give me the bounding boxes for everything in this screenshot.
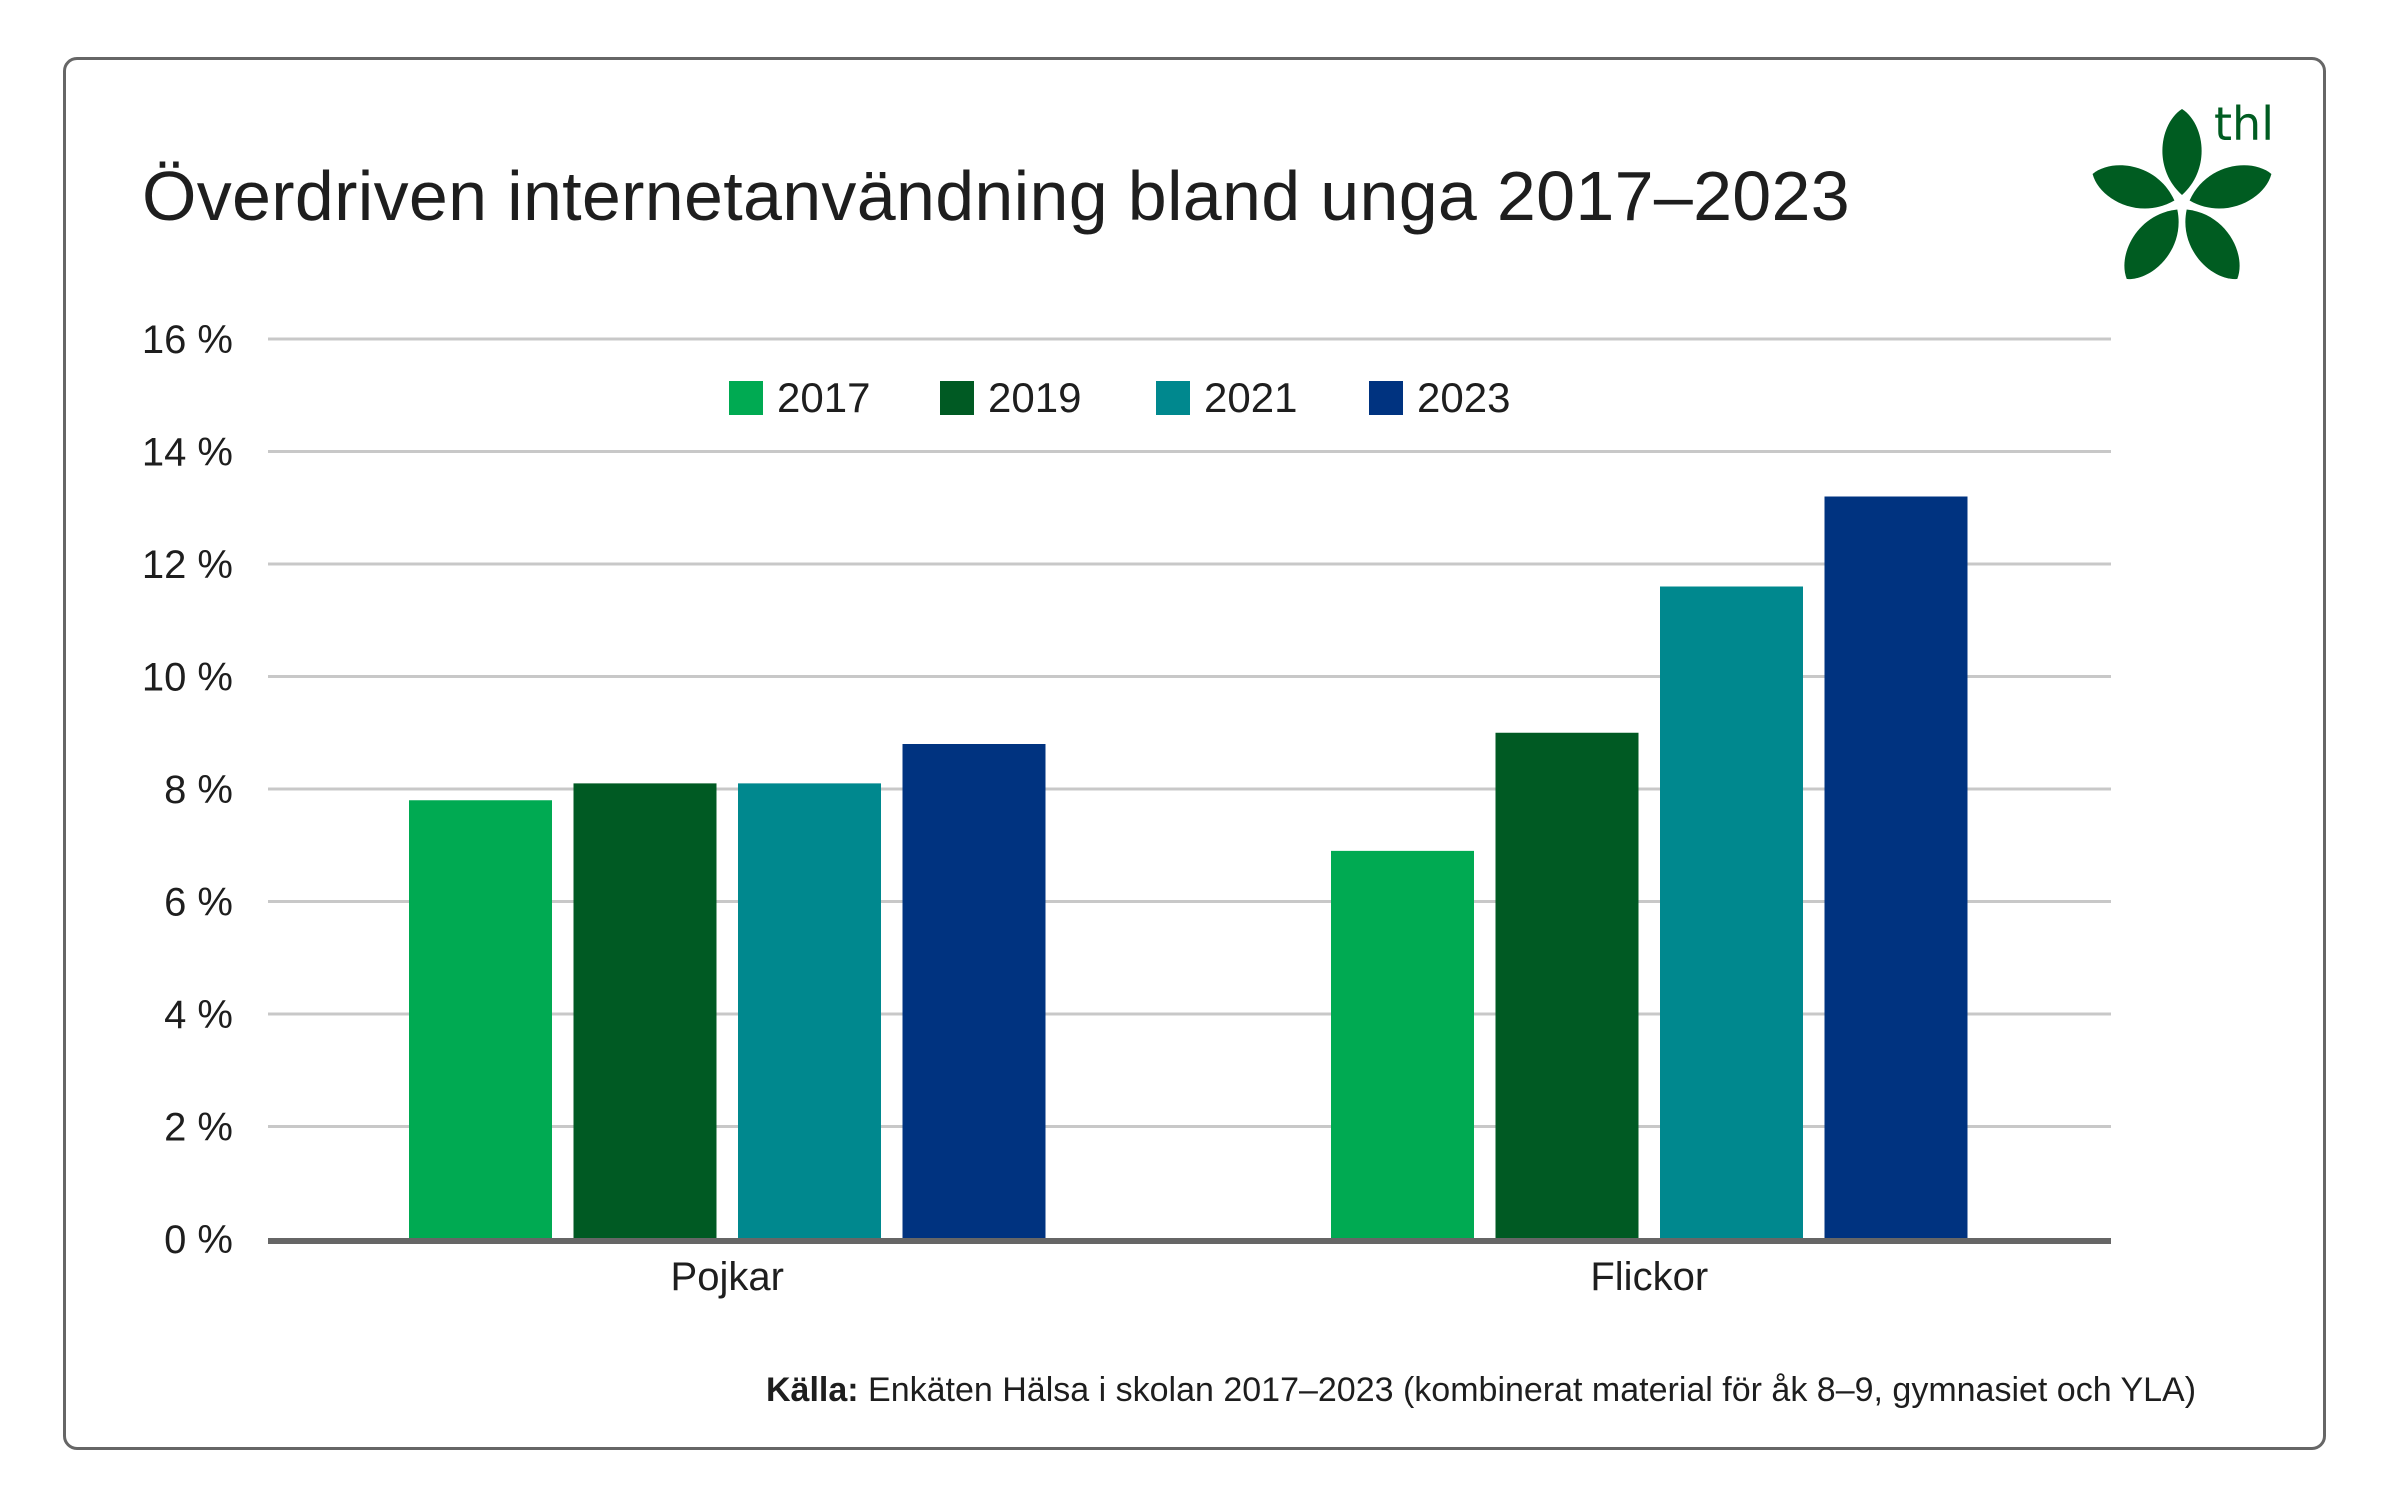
legend-swatch [729,381,763,415]
bar-pojkar-2023 [902,744,1046,1239]
y-axis-ticks: 0 % 2 % 4 % 6 % 8 % 10 % 12 % 14 % 16 % [142,318,233,1262]
y-tick-label: 12 % [142,543,233,587]
logo-petal [2162,109,2202,195]
bar-flickor-2019 [1495,732,1639,1239]
y-tick-label: 6 % [164,881,233,925]
legend-item-2019: 2019 [940,374,1082,421]
legend-item-2023: 2023 [1369,374,1511,421]
source-label: Källa: [766,1371,859,1409]
bar-pojkar-2021 [738,783,881,1239]
x-axis-labels: Pojkar Flickor [671,1255,1709,1299]
legend-swatch [1156,381,1190,415]
bar-flickor-2023 [1824,496,1968,1239]
source-note: Källa: Enkäten Hälsa i skolan 2017–2023 … [766,1370,2196,1410]
bars [409,496,1968,1239]
bar-pojkar-2017 [409,800,552,1239]
logo-petal [2092,165,2175,209]
logo-petal [2189,165,2272,209]
chart-frame [63,57,2326,1450]
legend-label: 2021 [1204,374,1298,421]
x-tick-label: Pojkar [671,1255,784,1299]
y-tick-label: 8 % [164,768,233,812]
y-tick-label: 4 % [164,993,233,1037]
y-tick-label: 10 % [142,656,233,700]
legend-label: 2023 [1417,374,1511,421]
logo-petal [2185,209,2240,280]
legend-swatch [940,381,974,415]
bar-pojkar-2019 [573,783,717,1239]
y-tick-label: 2 % [164,1106,233,1150]
legend-item-2021: 2021 [1156,374,1298,421]
logo-petal [2124,209,2179,280]
legend-label: 2019 [988,374,1082,421]
thl-logo-icon [2092,109,2272,280]
y-tick-label: 0 % [164,1218,233,1262]
legend-item-2017: 2017 [729,374,871,421]
y-tick-label: 16 % [142,318,233,362]
bar-flickor-2017 [1331,850,1474,1239]
chart-title: Överdriven internetanvändning bland unga… [142,157,1850,235]
x-tick-label: Flickor [1590,1255,1708,1299]
legend: 2017 2019 2021 2023 [0,374,2400,421]
logo-text: thl [2214,97,2274,151]
legend-swatch [1369,381,1403,415]
source-text: Enkäten Hälsa i skolan 2017–2023 (kombin… [858,1371,2197,1409]
bar-flickor-2021 [1660,586,1803,1239]
legend-label: 2017 [777,374,871,421]
y-tick-label: 14 % [142,431,233,475]
